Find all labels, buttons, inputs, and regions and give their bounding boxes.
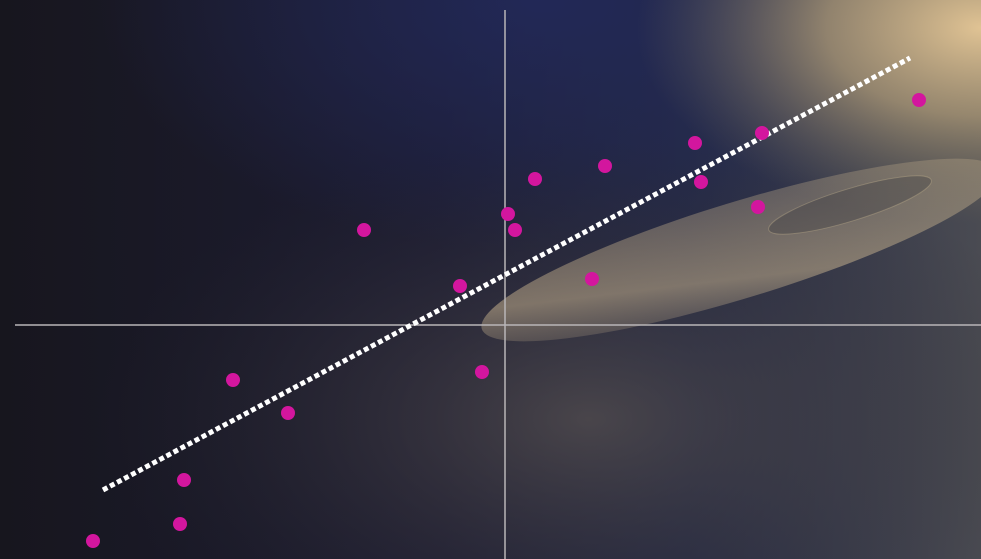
background-ring — [768, 175, 932, 235]
data-point — [281, 406, 295, 420]
plot — [15, 10, 981, 559]
data-point — [585, 272, 599, 286]
data-point — [508, 223, 522, 237]
data-point — [475, 365, 489, 379]
background-ring — [481, 158, 981, 342]
data-point — [357, 223, 371, 237]
data-point — [501, 207, 515, 221]
data-point — [177, 473, 191, 487]
data-point — [912, 93, 926, 107]
data-point — [528, 172, 542, 186]
data-point — [751, 200, 765, 214]
data-point — [453, 279, 467, 293]
data-point — [694, 175, 708, 189]
data-point — [86, 534, 100, 548]
trend-line — [101, 55, 912, 493]
data-point — [226, 373, 240, 387]
data-point — [598, 159, 612, 173]
data-point — [755, 126, 769, 140]
data-point — [688, 136, 702, 150]
data-point — [173, 517, 187, 531]
